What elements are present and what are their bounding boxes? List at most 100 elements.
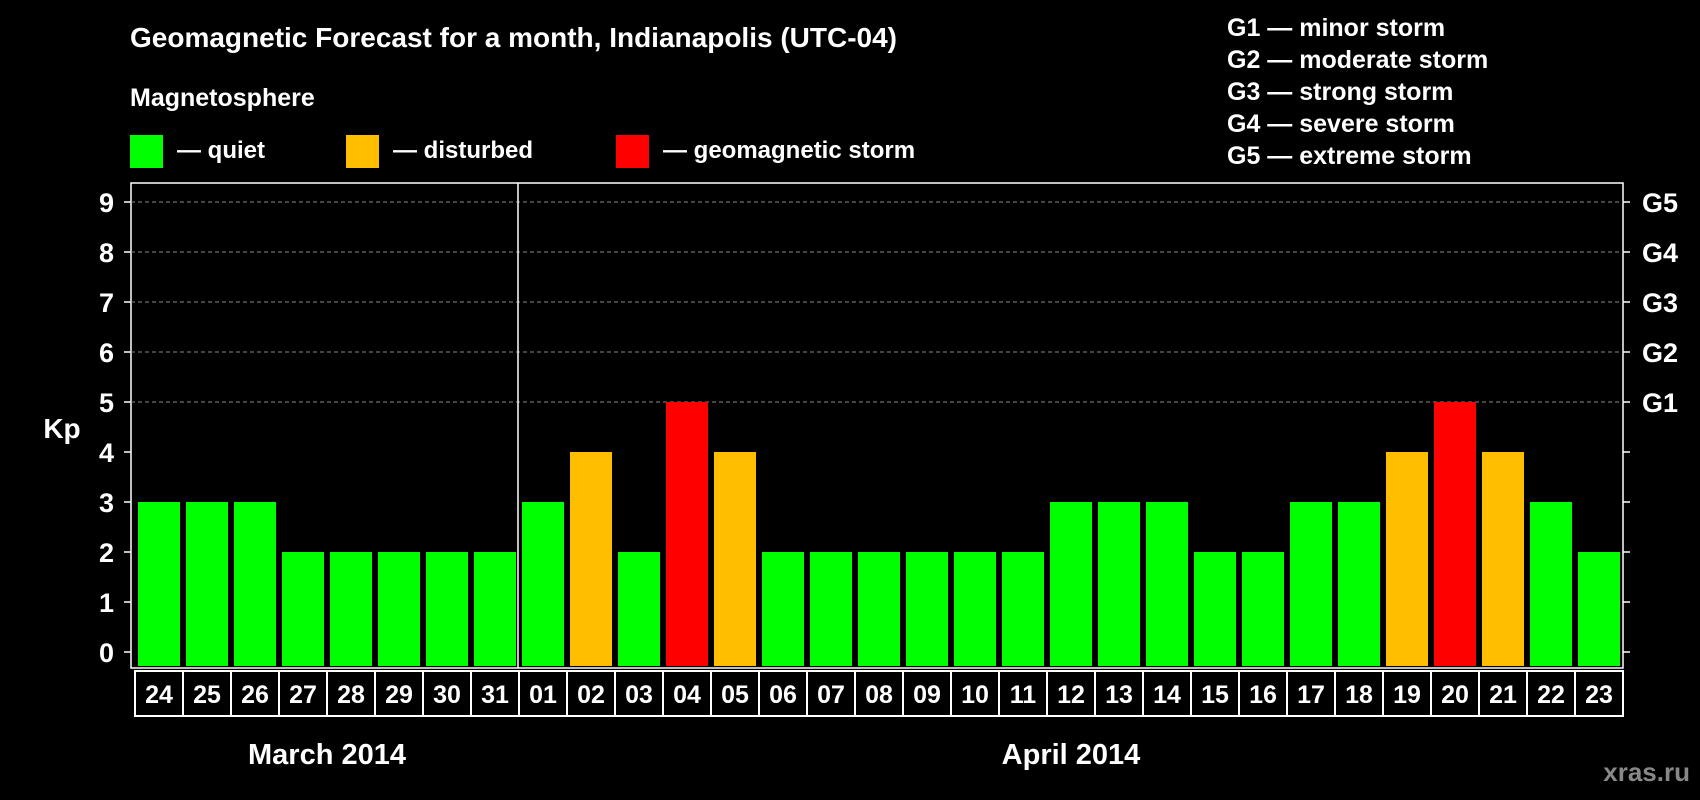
bar-13 xyxy=(1098,502,1140,666)
x-tick-label: 15 xyxy=(1201,681,1229,709)
bar-25 xyxy=(186,502,228,666)
x-tick-label: 07 xyxy=(817,681,845,709)
x-tick-label: 30 xyxy=(433,681,461,709)
chart-title: Geomagnetic Forecast for a month, Indian… xyxy=(130,22,897,53)
x-tick-label: 14 xyxy=(1153,681,1181,709)
y-tick-label: 4 xyxy=(99,438,114,468)
x-tick-label: 10 xyxy=(961,681,989,709)
x-tick-label: 19 xyxy=(1393,681,1421,709)
y-axis-label: Kp xyxy=(43,413,80,444)
legend-item-storm: — geomagnetic storm xyxy=(616,134,915,168)
bar-17 xyxy=(1290,502,1332,666)
bar-02 xyxy=(570,452,612,666)
month-label: March 2014 xyxy=(248,739,406,771)
legend-heading: Magnetosphere xyxy=(130,84,315,112)
y-tick-label: 9 xyxy=(99,188,114,218)
bar-30 xyxy=(426,552,468,666)
x-tick-label: 27 xyxy=(289,681,317,709)
x-tick-label: 21 xyxy=(1489,681,1517,709)
x-tick-label: 06 xyxy=(769,681,797,709)
x-tick-label: 13 xyxy=(1105,681,1133,709)
bar-23 xyxy=(1578,552,1620,666)
x-tick-label: 24 xyxy=(145,681,173,709)
bar-31 xyxy=(474,552,516,666)
x-tick-label: 28 xyxy=(337,681,365,709)
y-tick-label: 1 xyxy=(99,588,114,618)
bar-19 xyxy=(1386,452,1428,666)
x-tick-label: 31 xyxy=(481,681,509,709)
x-tick-label: 01 xyxy=(529,681,557,709)
x-tick-label: 18 xyxy=(1345,681,1373,709)
legend-label-disturbed: — disturbed xyxy=(393,137,534,164)
x-tick-label: 12 xyxy=(1057,681,1085,709)
g-scale-item: G1 — minor storm xyxy=(1227,14,1446,42)
x-tick-label: 25 xyxy=(193,681,221,709)
bar-22 xyxy=(1530,502,1572,666)
g-axis-label: G3 xyxy=(1642,288,1678,318)
x-tick-label: 29 xyxy=(385,681,413,709)
date-row xyxy=(134,670,1624,717)
g-scale-item: G3 — strong storm xyxy=(1227,78,1454,106)
x-tick-label: 04 xyxy=(673,681,701,709)
g-scale-item: G5 — extreme storm xyxy=(1227,142,1472,170)
g-axis-label: G4 xyxy=(1642,238,1678,268)
legend-label-quiet: — quiet xyxy=(177,137,265,164)
x-tick-label: 20 xyxy=(1441,681,1469,709)
x-tick-label: 08 xyxy=(865,681,893,709)
plot-frame xyxy=(130,182,1624,669)
bar-26 xyxy=(234,502,276,666)
y-tick-label: 8 xyxy=(99,238,114,268)
y-tick-label: 6 xyxy=(99,338,114,368)
bar-14 xyxy=(1146,502,1188,666)
g-scale-legend: G1 — minor storm G2 — moderate storm G3 … xyxy=(1227,12,1488,172)
bar-05 xyxy=(714,452,756,666)
g-axis-label: G5 xyxy=(1642,188,1678,218)
x-tick-label: 02 xyxy=(577,681,605,709)
x-tick-label: 11 xyxy=(1010,681,1037,709)
y-tick-label: 0 xyxy=(99,638,114,668)
legend-item-disturbed: — disturbed xyxy=(346,134,533,168)
x-tick-label: 05 xyxy=(721,681,749,709)
bar-04 xyxy=(666,402,708,666)
g-axis-label: G2 xyxy=(1642,338,1678,368)
bar-07 xyxy=(810,552,852,666)
g-axis-label: G1 xyxy=(1642,388,1678,418)
bar-06 xyxy=(762,552,804,666)
x-tick-label: 16 xyxy=(1249,681,1277,709)
x-tick-label: 26 xyxy=(241,681,269,709)
x-tick-label: 03 xyxy=(625,681,653,709)
bar-10 xyxy=(954,552,996,666)
bar-24 xyxy=(138,502,180,666)
g-scale-item: G2 — moderate storm xyxy=(1227,46,1489,74)
bar-16 xyxy=(1242,552,1284,666)
y-tick-label: 7 xyxy=(99,288,114,318)
bar-29 xyxy=(378,552,420,666)
month-label: April 2014 xyxy=(1002,739,1141,771)
bar-12 xyxy=(1050,502,1092,666)
x-tick-label: 22 xyxy=(1537,681,1565,709)
x-tick-label: 17 xyxy=(1297,681,1325,709)
bar-09 xyxy=(906,552,948,666)
bar-21 xyxy=(1482,452,1524,666)
x-tick-label: 23 xyxy=(1585,681,1613,709)
legend-label-storm: — geomagnetic storm xyxy=(663,137,916,164)
y-tick-label: 2 xyxy=(99,538,114,568)
legend-swatch-disturbed xyxy=(346,134,379,168)
bar-18 xyxy=(1338,502,1380,666)
legend-swatch-quiet xyxy=(130,134,163,168)
bar-28 xyxy=(330,552,372,666)
y-tick-label: 5 xyxy=(99,388,114,418)
bar-15 xyxy=(1194,552,1236,666)
legend-swatch-storm xyxy=(616,134,649,168)
bar-27 xyxy=(282,552,324,666)
y-tick-label: 3 xyxy=(99,488,114,518)
bar-20 xyxy=(1434,402,1476,666)
bar-01 xyxy=(522,502,564,666)
x-tick-label: 09 xyxy=(913,681,941,709)
bar-08 xyxy=(858,552,900,666)
bar-11 xyxy=(1002,552,1044,666)
legend-item-quiet: — quiet xyxy=(130,134,265,168)
watermark: xras.ru xyxy=(1603,757,1690,787)
bar-03 xyxy=(618,552,660,666)
